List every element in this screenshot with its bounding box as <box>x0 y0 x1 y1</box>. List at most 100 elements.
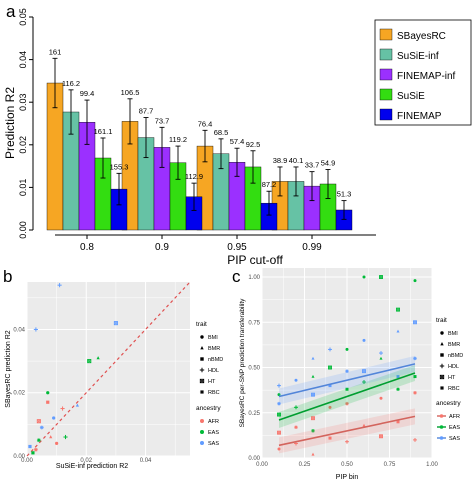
panel-c-point-mark <box>379 396 383 400</box>
trait-legend-key-mark <box>440 331 444 335</box>
panel-b-point <box>39 425 44 430</box>
panel-c-point-mark <box>362 338 366 342</box>
trend-line-eas <box>278 372 416 421</box>
panel-c-point <box>311 392 315 397</box>
panel-a-y-tick-label: 0.05 <box>18 8 28 26</box>
legend-label: SuSiE-inf <box>397 51 439 62</box>
panel-b-point-mark <box>55 441 59 445</box>
panel-c-point-ray <box>345 369 349 373</box>
panel-c-point-box <box>362 369 366 374</box>
panel-c-point <box>396 307 400 312</box>
panel-c-point <box>379 434 383 439</box>
trait-legend-label: HT <box>208 379 216 385</box>
trait-legend-key-ray <box>200 390 204 394</box>
panel-a-y-tick-label: 0.03 <box>18 93 28 111</box>
trait-legend-key-mark <box>200 357 204 361</box>
panel-c-point <box>328 436 332 440</box>
panel-c-y-tick-label: 0.75 <box>248 320 260 326</box>
panel-c-x-tick-label: 1.00 <box>426 462 438 468</box>
trait-legend-label: nBMD <box>208 357 223 363</box>
legend-label: SuSiE <box>397 91 425 102</box>
panel-c-point <box>362 380 366 384</box>
trait-legend-label: BMR <box>448 342 460 348</box>
panel-b-point <box>75 403 79 407</box>
panel-c-point-box <box>277 412 281 417</box>
panel-a-bars: 161 106.5 76.4 38.9 116.2 87.7 68.5 40.1 99.4 73.… <box>46 47 353 231</box>
panel-c-point-mark <box>277 393 281 397</box>
legend-swatch <box>379 108 393 121</box>
trait-legend-label: BMI <box>448 331 458 337</box>
panel-b-point <box>49 435 53 439</box>
panel-c-point-d2 <box>362 369 366 373</box>
bar-data-label: 33.7 <box>305 161 320 170</box>
panel-c-point <box>362 423 366 427</box>
panel-b-point <box>52 416 56 420</box>
panel-c-point-d2 <box>311 416 315 420</box>
panel-b-point-box <box>36 419 41 424</box>
panel-b-point-mark <box>46 400 50 404</box>
panel-b: b 0.00 0.02 0.04 0.00 0.02 0.04 SuSiE-inf pre… <box>3 267 223 470</box>
trait-legend-key <box>200 346 204 350</box>
panel-c-point <box>362 275 366 279</box>
panel-c-point <box>328 347 332 352</box>
ancestry-legend-key <box>439 414 444 418</box>
panel-a-categories: 0.8 0.9 0.95 0.99 <box>55 234 376 253</box>
trait-legend-key-mark <box>200 335 204 339</box>
trait-legend-label: BMR <box>208 346 220 352</box>
panel-b-point <box>46 400 50 404</box>
legend-swatch <box>379 48 393 61</box>
bar-data-label: 73.7 <box>155 116 170 125</box>
panel-b-point <box>33 447 38 452</box>
panel-c-point <box>413 320 417 325</box>
panel-c-point-box <box>311 416 315 421</box>
panel-b-point-mark <box>75 403 79 407</box>
bar-data-label: 92.5 <box>246 140 261 149</box>
trait-legend-key-mark <box>200 346 204 350</box>
bar-data-label: 112.9 <box>185 172 203 181</box>
panel-c-point-mark <box>413 279 417 283</box>
panel-a-y-axis-title: Prediction R2 <box>3 87 17 159</box>
panel-b-legend: trait BMI BMR nBMD HDL HT RBC ancestry AFR EAS SAS <box>196 321 223 447</box>
panel-c-x-tick-label: 0.50 <box>341 462 353 468</box>
panel-a-y-tick-label: 0.01 <box>18 179 28 197</box>
panel-b-point-mark <box>96 356 100 360</box>
bar-data-label: 54.9 <box>321 159 336 168</box>
trait-legend-label: RBC <box>208 390 220 396</box>
panel-c-point <box>311 429 315 433</box>
panel-a-category-label: 0.9 <box>155 242 169 253</box>
trait-legend-title: trait <box>436 317 447 324</box>
legend-label: FINEMAP-inf <box>397 71 456 82</box>
panel-c-point <box>379 275 383 279</box>
panel-c-point <box>396 420 400 424</box>
panel-b-point-mark <box>49 435 53 439</box>
trend-line-sas <box>278 363 416 398</box>
panel-c-point <box>345 347 349 351</box>
panel-c-point-mark <box>328 436 332 440</box>
panel-c-point-box <box>277 430 281 435</box>
panel-a-category-label: 0.99 <box>302 242 322 253</box>
panel-b-point-mark <box>46 391 50 395</box>
panel-b-point <box>55 441 59 445</box>
bar-data-label: 161.1 <box>94 127 113 136</box>
ancestry-legend-label: EAS <box>449 425 460 431</box>
panel-c-point-d2 <box>277 430 281 435</box>
panel-c-y-axis-title: SBayesRC per-SNP prediction transferabil… <box>239 298 246 428</box>
trait-legend-label: HDL <box>448 364 459 370</box>
trait-legend-key-d2 <box>200 379 204 383</box>
panel-c-point <box>379 356 383 360</box>
panel-b-point-ray <box>34 448 38 452</box>
panel-c-point-d2 <box>328 365 332 370</box>
panel-b-point <box>28 444 32 449</box>
panel-b-point-ray <box>40 425 44 430</box>
trait-legend-key <box>439 385 445 391</box>
trait-legend-key-box <box>199 378 205 384</box>
bar-data-label: 68.5 <box>214 128 229 137</box>
panel-b-y-tick-label: 0.02 <box>13 391 25 397</box>
panel-c-point <box>413 279 417 283</box>
panel-c-point-mark <box>345 387 349 391</box>
trait-legend-key-ray <box>440 386 444 390</box>
panel-c-legend: trait BMI BMR nBMD HDL HT RBC ancestry AFR EAS SAS <box>436 317 463 442</box>
panel-b-point <box>36 419 41 424</box>
panel-b-gridlines <box>26 282 190 457</box>
